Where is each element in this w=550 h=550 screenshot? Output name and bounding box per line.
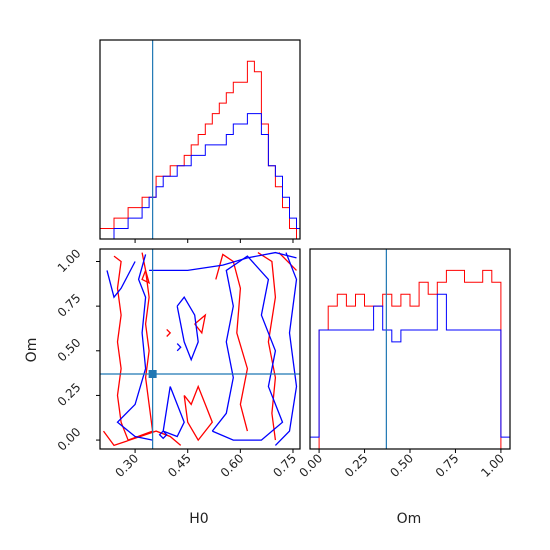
y-axis-label-om: Om — [24, 338, 40, 363]
red-contour-line — [215, 253, 249, 432]
h0-hist-red-histogram — [99, 60, 300, 240]
contour-x-tick-label: 0.60 — [218, 451, 247, 480]
h0-histogram-panel — [99, 39, 301, 243]
om-hist-x-tick-label: 0.75 — [433, 451, 462, 480]
contour-y-tick-label: 0.75 — [55, 291, 84, 320]
contour-y-tick-label: 0.25 — [55, 380, 84, 409]
om-hist-red-histogram — [310, 269, 510, 450]
contour-y-tick-label: 0.50 — [55, 336, 84, 365]
x-axis-label-om: Om — [397, 511, 422, 527]
blue-contour-line — [176, 296, 199, 362]
blue-contour-line — [176, 343, 182, 352]
red-contour-line — [194, 313, 207, 335]
om-hist-x-tick-label: 0.50 — [387, 451, 416, 480]
contour-x-tick-label: 0.75 — [270, 451, 299, 480]
om-hist-x-tick-label: 0.25 — [342, 451, 371, 480]
blue-contour-line — [116, 254, 153, 441]
h0-hist-blue-histogram — [100, 113, 301, 240]
red-contour-line — [102, 430, 182, 447]
blue-contour-line — [211, 255, 284, 441]
om-hist-x-tick-label: 1.00 — [478, 451, 507, 480]
contour-x-tick-label: 0.30 — [112, 451, 141, 480]
truth-marker — [148, 370, 157, 378]
om-hist-x-tick-label: 0.00 — [296, 451, 325, 480]
blue-contour-line — [106, 261, 136, 299]
contour-x-tick-label: 0.45 — [165, 451, 194, 480]
red-contour-line — [257, 252, 277, 441]
om-histogram-panel: 0.00 0.25 0.50 0.75 1.00 — [296, 248, 511, 480]
om-hist-frame — [309, 248, 511, 450]
contour-y-tick-label: 0.00 — [55, 425, 84, 454]
red-contour-line — [183, 384, 214, 442]
om-hist-blue-histogram — [309, 293, 511, 449]
blue-contour-line — [158, 430, 168, 440]
h0-om-contour-panel: 0.30 0.45 0.60 0.75 0.00 0.25 0.50 0.75 1.00 — [55, 246, 301, 480]
contour-lines — [102, 251, 298, 447]
x-axis-label-h0: H0 — [189, 511, 208, 527]
blue-contour-line — [274, 252, 298, 446]
contour-frame — [99, 248, 301, 450]
red-contour-line — [166, 328, 172, 337]
red-contour-line — [278, 252, 297, 271]
h0-hist-frame — [99, 39, 301, 240]
blue-contour-line — [162, 386, 185, 438]
blue-contour-line — [149, 251, 297, 272]
red-contour-line — [113, 252, 154, 441]
contour-y-tick-label: 1.00 — [55, 246, 84, 275]
red-contour-line — [141, 270, 151, 285]
